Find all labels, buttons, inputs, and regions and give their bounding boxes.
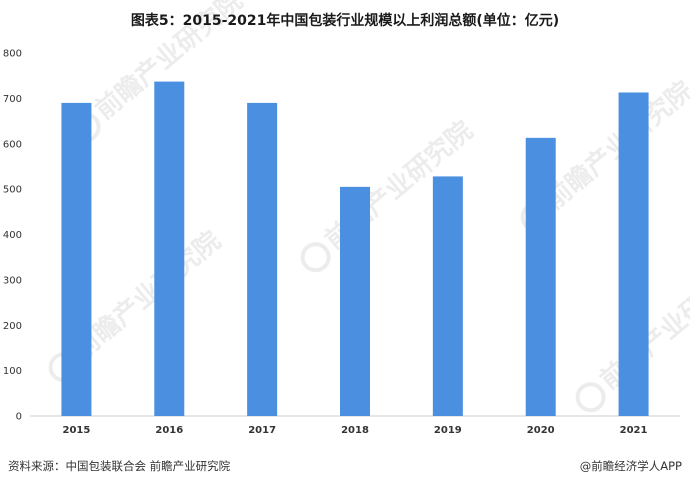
y-tick-label: 200 [3, 321, 22, 332]
y-tick-label: 700 [3, 94, 22, 105]
source-note: 资料来源：中国包装联合会 前瞻产业研究院 [8, 459, 231, 473]
x-tick-label: 2018 [341, 425, 369, 436]
x-tick-label: 2020 [527, 425, 555, 436]
y-axis: 0 100 200 300 400 500 600 700 800 [3, 49, 22, 423]
bar-2019 [432, 176, 463, 416]
bar-2020 [525, 137, 556, 416]
bar-2015 [61, 102, 92, 416]
y-tick-label: 300 [3, 275, 22, 286]
y-tick-label: 400 [3, 230, 22, 241]
y-tick-label: 500 [3, 185, 22, 196]
x-tick-label: 2021 [620, 425, 648, 436]
bars [61, 81, 649, 417]
y-tick-label: 0 [16, 412, 22, 423]
bar-2018 [340, 186, 370, 416]
x-tick-label: 2019 [434, 425, 462, 436]
x-tick-label: 2016 [155, 425, 183, 436]
y-tick-label: 800 [3, 49, 22, 60]
x-axis: 2015 2016 2017 2018 2019 2020 2021 [63, 425, 648, 436]
x-tick-label: 2017 [248, 425, 276, 436]
bar-2017 [247, 102, 278, 416]
chart-title: 图表5：2015-2021年中国包装行业规模以上利润总额(单位：亿元) [130, 13, 560, 29]
x-tick-label: 2015 [63, 425, 91, 436]
y-tick-label: 600 [3, 139, 22, 150]
bar-2021 [618, 92, 649, 416]
bar-2016 [154, 81, 185, 417]
y-tick-label: 100 [3, 366, 22, 377]
credit-note: @前瞻经济学人APP [579, 459, 682, 473]
